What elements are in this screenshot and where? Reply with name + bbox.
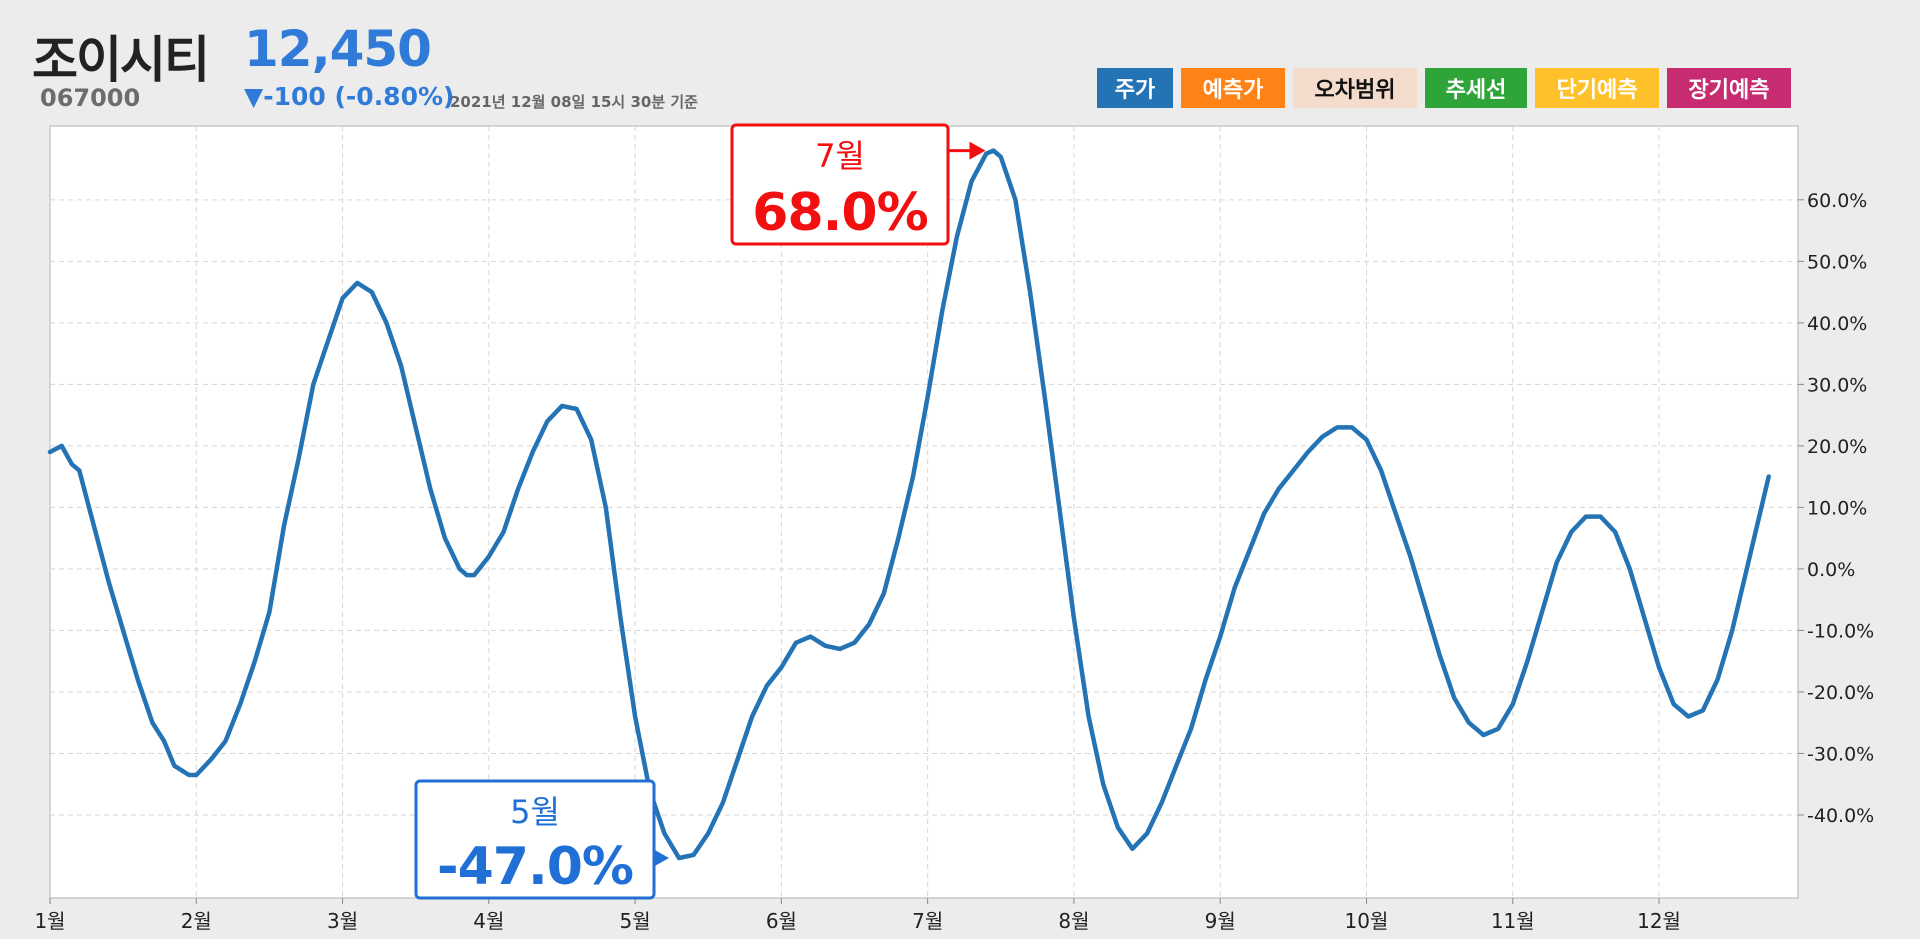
x-tick-label: 12월: [1637, 909, 1681, 933]
y-tick-label: 30.0%: [1807, 374, 1867, 396]
stock-header: 조이시티 067000 12,450 ▼-100 (-0.80%) 2021년 …: [32, 20, 1332, 130]
annotation-min-month: 5월: [510, 793, 560, 831]
x-tick-label: 2월: [181, 909, 212, 933]
annotation-max-month: 7월: [815, 137, 865, 175]
current-price: 12,450: [244, 20, 432, 78]
annotation-min-box: [414, 779, 656, 900]
legend-item-trendline[interactable]: 추세선: [1425, 68, 1527, 108]
x-tick-label: 5월: [620, 909, 651, 933]
x-tick-label: 1월: [34, 909, 65, 933]
legend-item-long-term[interactable]: 장기예측: [1667, 68, 1791, 108]
x-tick-label: 9월: [1205, 909, 1236, 933]
plot-area: [49, 125, 1799, 899]
y-tick-label: 10.0%: [1807, 497, 1867, 519]
y-tick-label: 60.0%: [1807, 190, 1867, 212]
annotation-max-arrow-head: [969, 141, 986, 160]
chart-legend: 주가 예측가 오차범위 추세선 단기예측 장기예측: [1097, 68, 1791, 108]
stock-code: 067000: [40, 84, 141, 112]
legend-item-short-term[interactable]: 단기예측: [1535, 68, 1659, 108]
legend-item-price[interactable]: 주가: [1097, 68, 1173, 108]
series-line-price: [47, 148, 1771, 861]
x-tick-label: 11월: [1491, 909, 1535, 933]
annotation-min-value: -47.0%: [437, 837, 633, 897]
x-tick-label: 7월: [912, 909, 943, 933]
stock-name: 조이시티: [32, 31, 210, 89]
y-tick-label: 20.0%: [1807, 436, 1867, 458]
x-tick-label: 4월: [473, 909, 504, 933]
legend-item-error-range[interactable]: 오차범위: [1293, 68, 1417, 108]
timestamp: 2021년 12월 08일 15시 30분 기준: [450, 93, 698, 111]
y-tick-label: -20.0%: [1807, 682, 1874, 704]
y-tick-label: -10.0%: [1807, 620, 1874, 642]
annotation-max-value: 68.0%: [752, 183, 927, 243]
y-tick-label: 50.0%: [1807, 251, 1867, 273]
y-tick-label: -40.0%: [1807, 805, 1874, 827]
x-tick-label: 8월: [1058, 909, 1089, 933]
price-change: ▼-100 (-0.80%): [244, 82, 455, 111]
x-tick-label: 10월: [1345, 909, 1389, 933]
x-tick-label: 3월: [327, 909, 358, 933]
annotation-max-box: [730, 123, 950, 246]
annotation-min-arrow-head: [652, 849, 669, 868]
legend-item-forecast[interactable]: 예측가: [1181, 68, 1285, 108]
x-tick-label: 6월: [766, 909, 797, 933]
y-tick-label: -30.0%: [1807, 743, 1874, 765]
y-tick-label: 40.0%: [1807, 313, 1867, 335]
y-tick-label: 0.0%: [1807, 559, 1855, 581]
